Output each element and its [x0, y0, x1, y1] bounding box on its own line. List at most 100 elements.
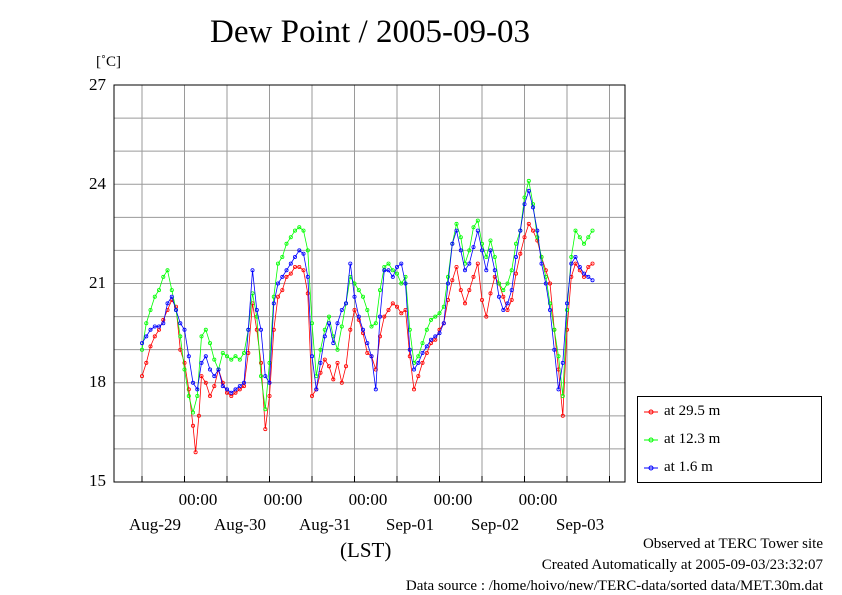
x-time-label-4: 00:00	[433, 490, 473, 509]
data-point	[246, 327, 251, 332]
data-point	[292, 264, 297, 269]
data-point	[394, 271, 399, 276]
data-point	[178, 321, 183, 326]
data-point	[152, 324, 157, 329]
data-point	[186, 354, 191, 359]
data-point	[139, 347, 144, 352]
data-point	[509, 288, 514, 293]
legend: at 29.5 m at 12.3 m at 1.6 m	[637, 396, 822, 483]
data-point	[492, 268, 497, 273]
data-point	[373, 367, 378, 372]
data-point	[196, 413, 201, 418]
data-point	[505, 281, 510, 286]
data-point	[288, 261, 293, 266]
data-point	[152, 334, 157, 339]
data-point	[267, 380, 272, 385]
data-point	[377, 288, 382, 293]
x-time-label-5: 00:00	[518, 490, 558, 509]
data-point	[586, 274, 591, 279]
data-point	[322, 357, 327, 362]
data-point	[212, 384, 217, 389]
data-point	[263, 427, 268, 432]
data-point	[416, 354, 421, 359]
data-point	[233, 354, 238, 359]
data-point	[586, 235, 591, 240]
data-point	[339, 307, 344, 312]
data-point	[165, 268, 170, 273]
data-point	[301, 228, 306, 233]
data-point	[433, 314, 438, 319]
data-point	[280, 254, 285, 259]
data-point	[258, 374, 263, 379]
data-point	[365, 307, 370, 312]
data-point	[186, 393, 191, 398]
data-point	[556, 354, 561, 359]
data-point	[560, 360, 565, 365]
legend-marker-green	[644, 437, 658, 442]
data-point	[207, 367, 212, 372]
chart-title: Dew Point / 2005-09-03	[210, 14, 530, 50]
data-point	[237, 384, 242, 389]
data-point	[250, 268, 255, 273]
data-point	[382, 314, 387, 319]
data-point	[356, 288, 361, 293]
footer-created: Created Automatically at 2005-09-03/23:3…	[541, 557, 823, 573]
data-point	[148, 344, 153, 349]
data-point	[326, 364, 331, 369]
data-point	[526, 178, 531, 183]
data-point	[505, 301, 510, 306]
data-point	[365, 341, 370, 346]
data-point	[326, 321, 331, 326]
footer-observed: Observed at TERC Tower site	[642, 536, 823, 552]
data-point	[275, 294, 280, 299]
data-point	[318, 347, 323, 352]
data-point	[531, 205, 536, 210]
data-point	[173, 307, 178, 312]
data-point	[288, 271, 293, 276]
data-point	[501, 294, 506, 299]
data-point	[458, 235, 463, 240]
data-point	[212, 357, 217, 362]
data-point	[590, 261, 595, 266]
data-point	[522, 202, 527, 207]
data-point	[144, 334, 149, 339]
footer-data-source: Data source : /home/hoivo/new/TERC-data/…	[405, 578, 823, 594]
data-point	[216, 367, 221, 372]
data-point	[548, 281, 553, 286]
data-point	[161, 321, 166, 326]
series-1	[139, 178, 595, 415]
data-point	[386, 261, 391, 266]
data-point	[552, 347, 557, 352]
data-point	[275, 261, 280, 266]
data-point	[309, 393, 314, 398]
legend-label: at 29.5 m	[664, 403, 721, 419]
y-tick-label-21: 21	[89, 273, 106, 292]
data-point	[416, 360, 421, 365]
data-point	[496, 281, 501, 286]
data-point	[462, 268, 467, 273]
data-point	[411, 367, 416, 372]
data-point	[139, 341, 144, 346]
data-point	[292, 228, 297, 233]
data-point	[193, 450, 198, 455]
data-point	[488, 248, 493, 253]
data-point	[552, 327, 557, 332]
data-point	[284, 274, 289, 279]
legend-marker-blue	[644, 465, 658, 470]
data-point	[254, 307, 259, 312]
data-point	[241, 350, 246, 355]
data-point	[484, 314, 489, 319]
data-point	[339, 324, 344, 329]
data-point	[526, 188, 531, 193]
data-point	[369, 324, 374, 329]
y-tick-label-15: 15	[89, 471, 106, 490]
data-point	[169, 294, 174, 299]
data-point	[241, 380, 246, 385]
data-point	[309, 354, 314, 359]
data-point	[518, 251, 523, 256]
data-point	[161, 274, 166, 279]
legend-item-12-3m: at 12.3 m	[644, 431, 720, 448]
data-point	[220, 384, 225, 389]
data-point	[424, 350, 429, 355]
data-point	[144, 360, 149, 365]
